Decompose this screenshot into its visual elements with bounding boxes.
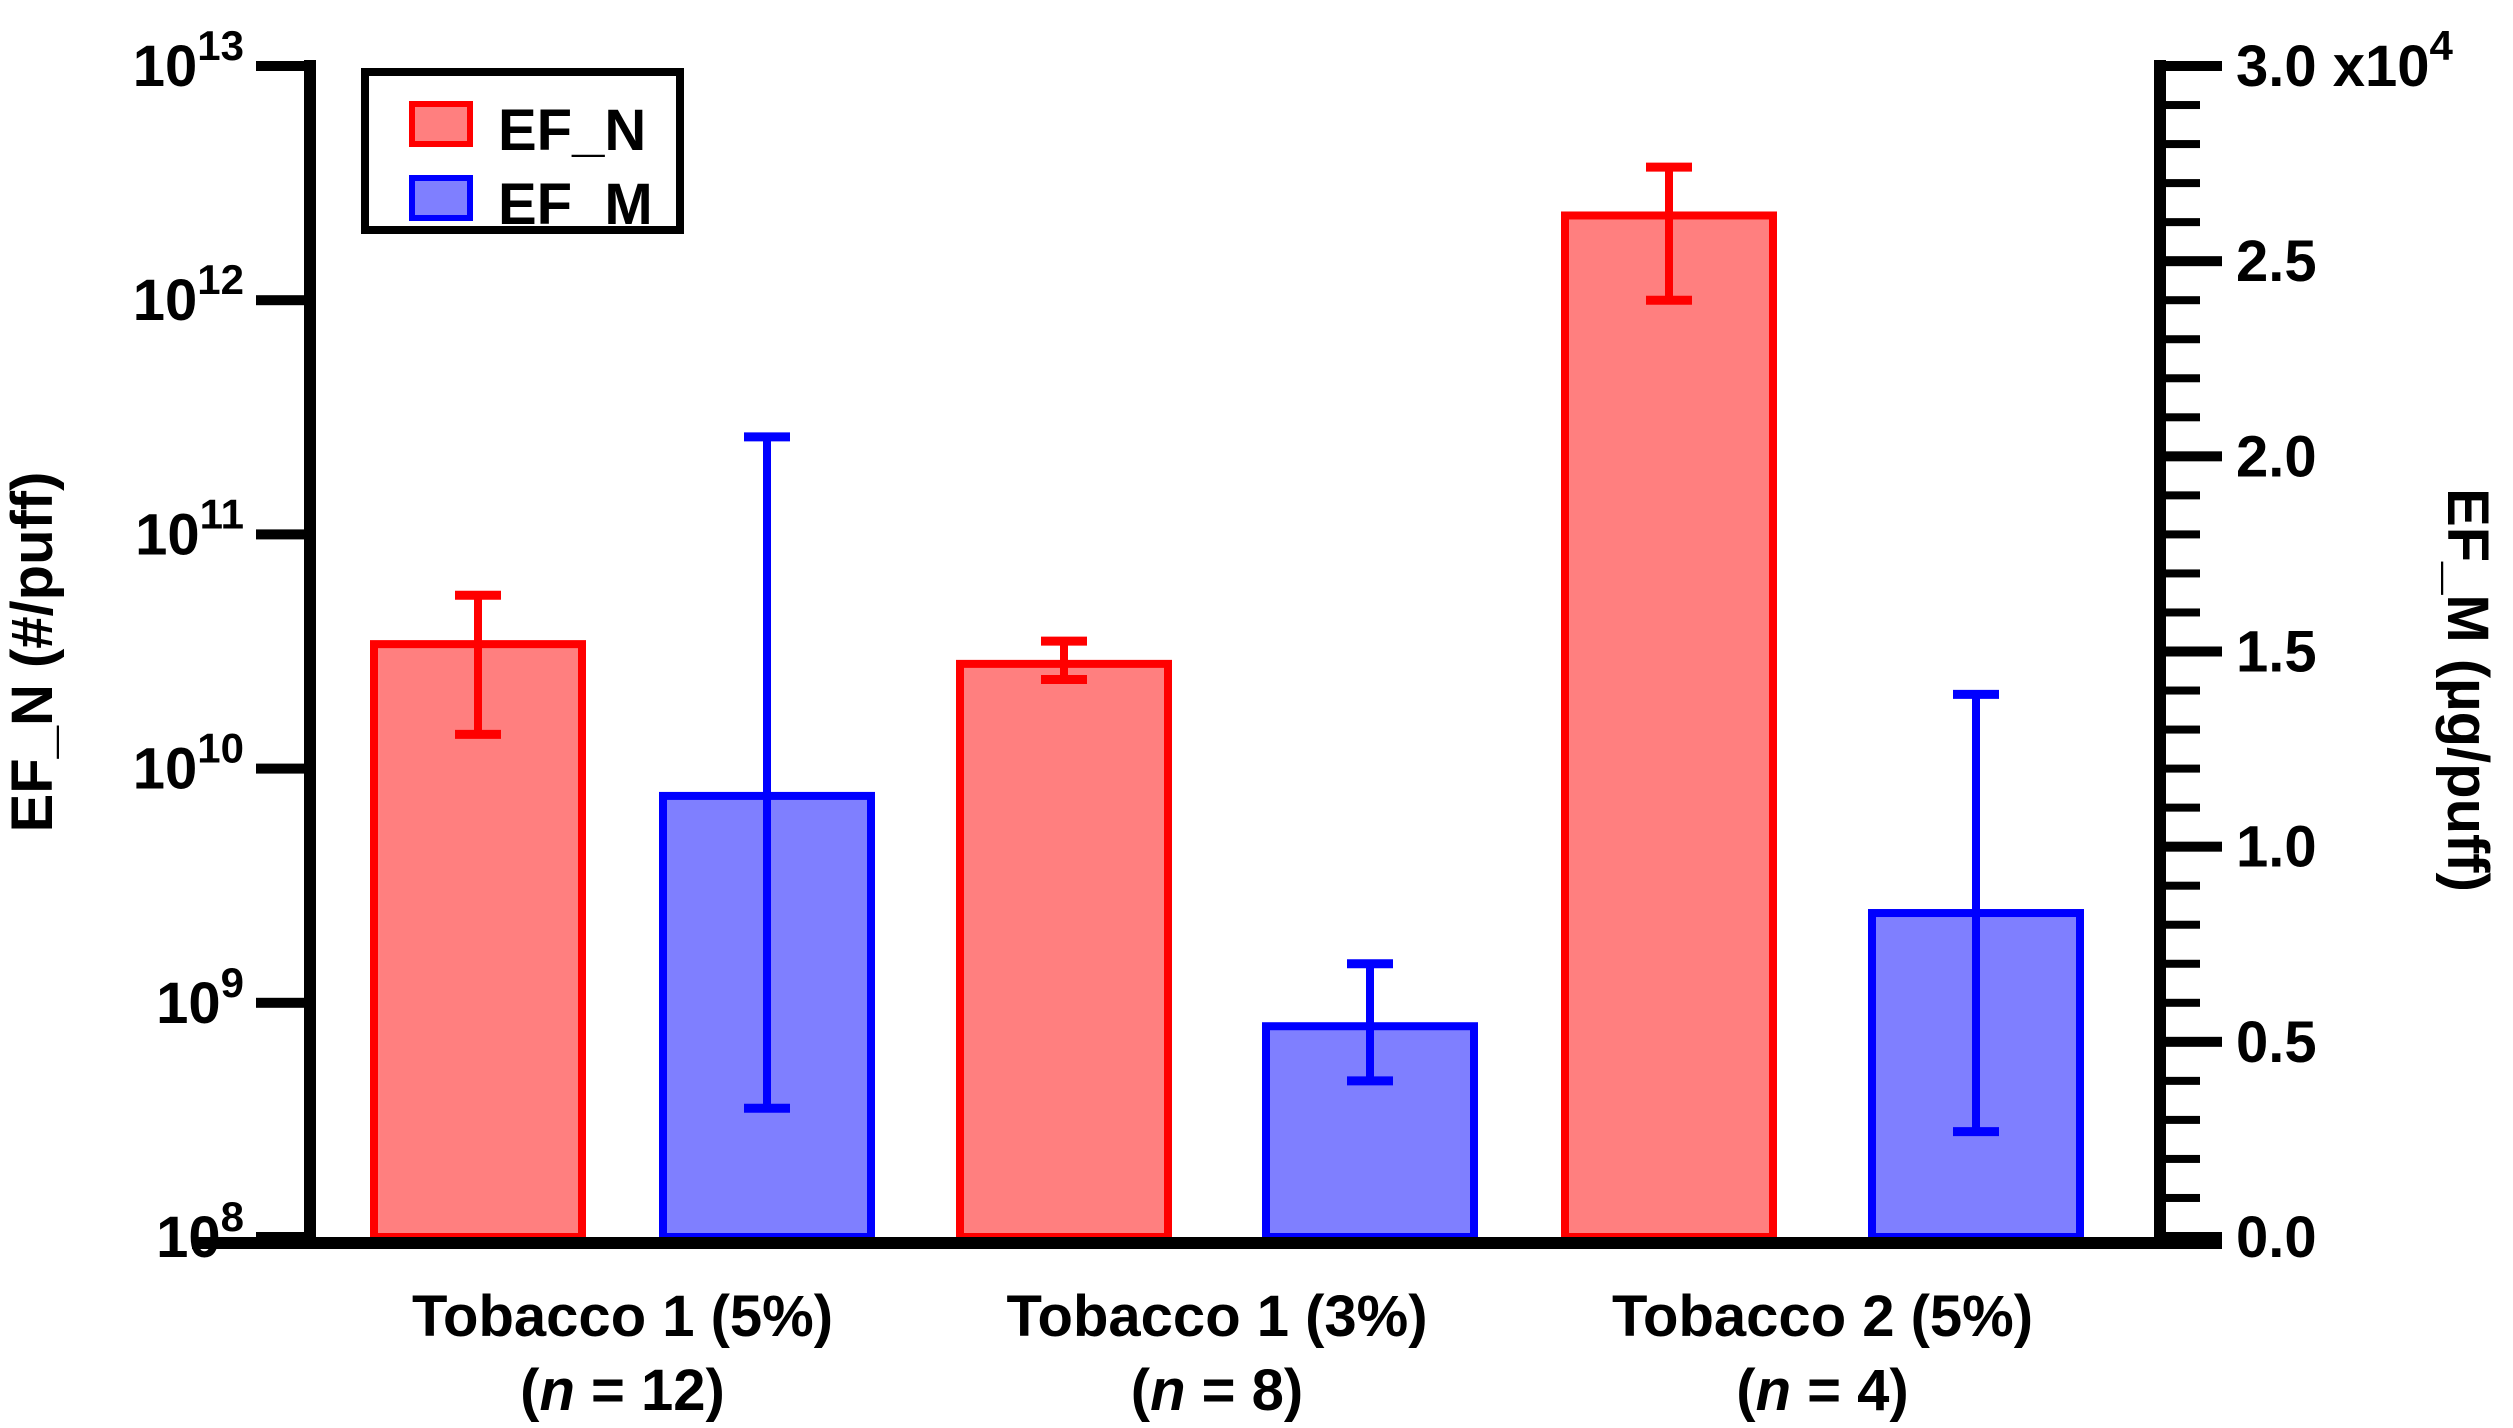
x-category-label: Tobacco 2 (5%) <box>1612 1284 2033 1349</box>
legend-label-ef_m: EF_M <box>498 172 653 237</box>
right-axis-tick-label: 2.5 <box>2236 229 2317 294</box>
right-axis-major-tick <box>2166 1036 2222 1047</box>
right-axis-minor-tick <box>2166 998 2200 1007</box>
error-bar-ef_m-1 <box>1347 959 1393 1086</box>
error-bar-ef_n-0 <box>455 590 501 739</box>
right-axis-minor-tick <box>2166 1076 2200 1085</box>
legend-label-ef_n: EF_N <box>498 98 646 163</box>
bar-ef_n-2 <box>1561 211 1777 1241</box>
right-axis-tick-label: 0.0 <box>2236 1205 2317 1270</box>
right-axis-major-tick <box>2166 451 2222 462</box>
error-bar-ef_m-0 <box>744 432 790 1113</box>
left-axis-tick-label: 1012 <box>133 256 244 333</box>
right-axis-major-tick <box>2166 841 2222 852</box>
left-axis-tick <box>256 997 304 1008</box>
right-axis-minor-tick <box>2166 803 2200 812</box>
x-category-label: Tobacco 1 (3%) <box>1006 1284 1427 1349</box>
x-axis-line <box>192 1237 2222 1249</box>
right-axis-tick-label: 1.5 <box>2236 620 2317 685</box>
right-axis-minor-tick <box>2166 920 2200 929</box>
left-axis-title: EF_N (#/puff) <box>0 472 65 833</box>
left-axis-tick <box>256 61 304 71</box>
x-category-n-label: (n = 12) <box>520 1358 725 1423</box>
left-axis-tick <box>256 1232 304 1242</box>
right-axis-minor-tick <box>2166 530 2200 539</box>
right-axis-minor-tick <box>2166 179 2200 188</box>
x-category-n-label: (n = 8) <box>1131 1358 1303 1423</box>
right-axis-line <box>2154 60 2166 1249</box>
error-bar-ef_n-1 <box>1041 636 1087 685</box>
right-axis-tick-label: 0.5 <box>2236 1010 2317 1075</box>
legend-swatch-ef_n <box>409 101 473 147</box>
right-axis-tick-label: 2.0 <box>2236 424 2317 489</box>
left-axis-tick-label: 109 <box>156 959 244 1036</box>
left-axis-tick-label: 1011 <box>135 490 244 567</box>
right-axis-minor-tick <box>2166 296 2200 305</box>
right-axis-minor-tick <box>2166 686 2200 695</box>
right-axis-minor-tick <box>2166 413 2200 422</box>
right-axis-major-tick <box>2166 256 2222 267</box>
error-bar-ef_n-2 <box>1646 162 1692 305</box>
bar-ef_n-1 <box>956 659 1172 1241</box>
right-axis-minor-tick <box>2166 1193 2200 1202</box>
right-axis-minor-tick <box>2166 1154 2200 1163</box>
left-axis-tick <box>256 763 304 774</box>
right-axis-minor-tick <box>2166 725 2200 734</box>
right-axis-major-tick <box>2166 646 2222 657</box>
left-axis-tick <box>256 295 304 306</box>
right-axis-minor-tick <box>2166 140 2200 149</box>
right-axis-minor-tick <box>2166 218 2200 227</box>
right-axis-minor-tick <box>2166 881 2200 890</box>
right-axis-minor-tick <box>2166 608 2200 617</box>
right-axis-tick-label: 1.0 <box>2236 815 2317 880</box>
right-axis-major-tick <box>2166 1232 2222 1242</box>
right-axis-minor-tick <box>2166 764 2200 773</box>
x-category-n-label: (n = 4) <box>1736 1358 1908 1423</box>
right-axis-major-tick <box>2166 61 2222 71</box>
x-category-label: Tobacco 1 (5%) <box>412 1284 833 1349</box>
left-axis-line <box>304 60 316 1249</box>
left-axis-tick-label: 108 <box>156 1193 244 1270</box>
right-axis-minor-tick <box>2166 374 2200 383</box>
left-axis-tick-label: 1010 <box>133 725 244 802</box>
right-axis-minor-tick <box>2166 101 2200 110</box>
right-axis-title: EF_M (µg/puff) <box>2435 488 2500 892</box>
right-axis-tick-label: 3.0 x104 <box>2236 22 2454 99</box>
right-axis-minor-tick <box>2166 959 2200 968</box>
error-bar-ef_m-2 <box>1953 689 1999 1137</box>
right-axis-minor-tick <box>2166 569 2200 578</box>
right-axis-minor-tick <box>2166 1115 2200 1124</box>
right-axis-minor-tick <box>2166 491 2200 500</box>
legend-swatch-ef_m <box>409 175 473 221</box>
right-axis-minor-tick <box>2166 335 2200 344</box>
left-axis-tick-label: 1013 <box>133 22 244 99</box>
left-axis-tick <box>256 529 304 540</box>
bar-ef_n-0 <box>370 640 586 1241</box>
